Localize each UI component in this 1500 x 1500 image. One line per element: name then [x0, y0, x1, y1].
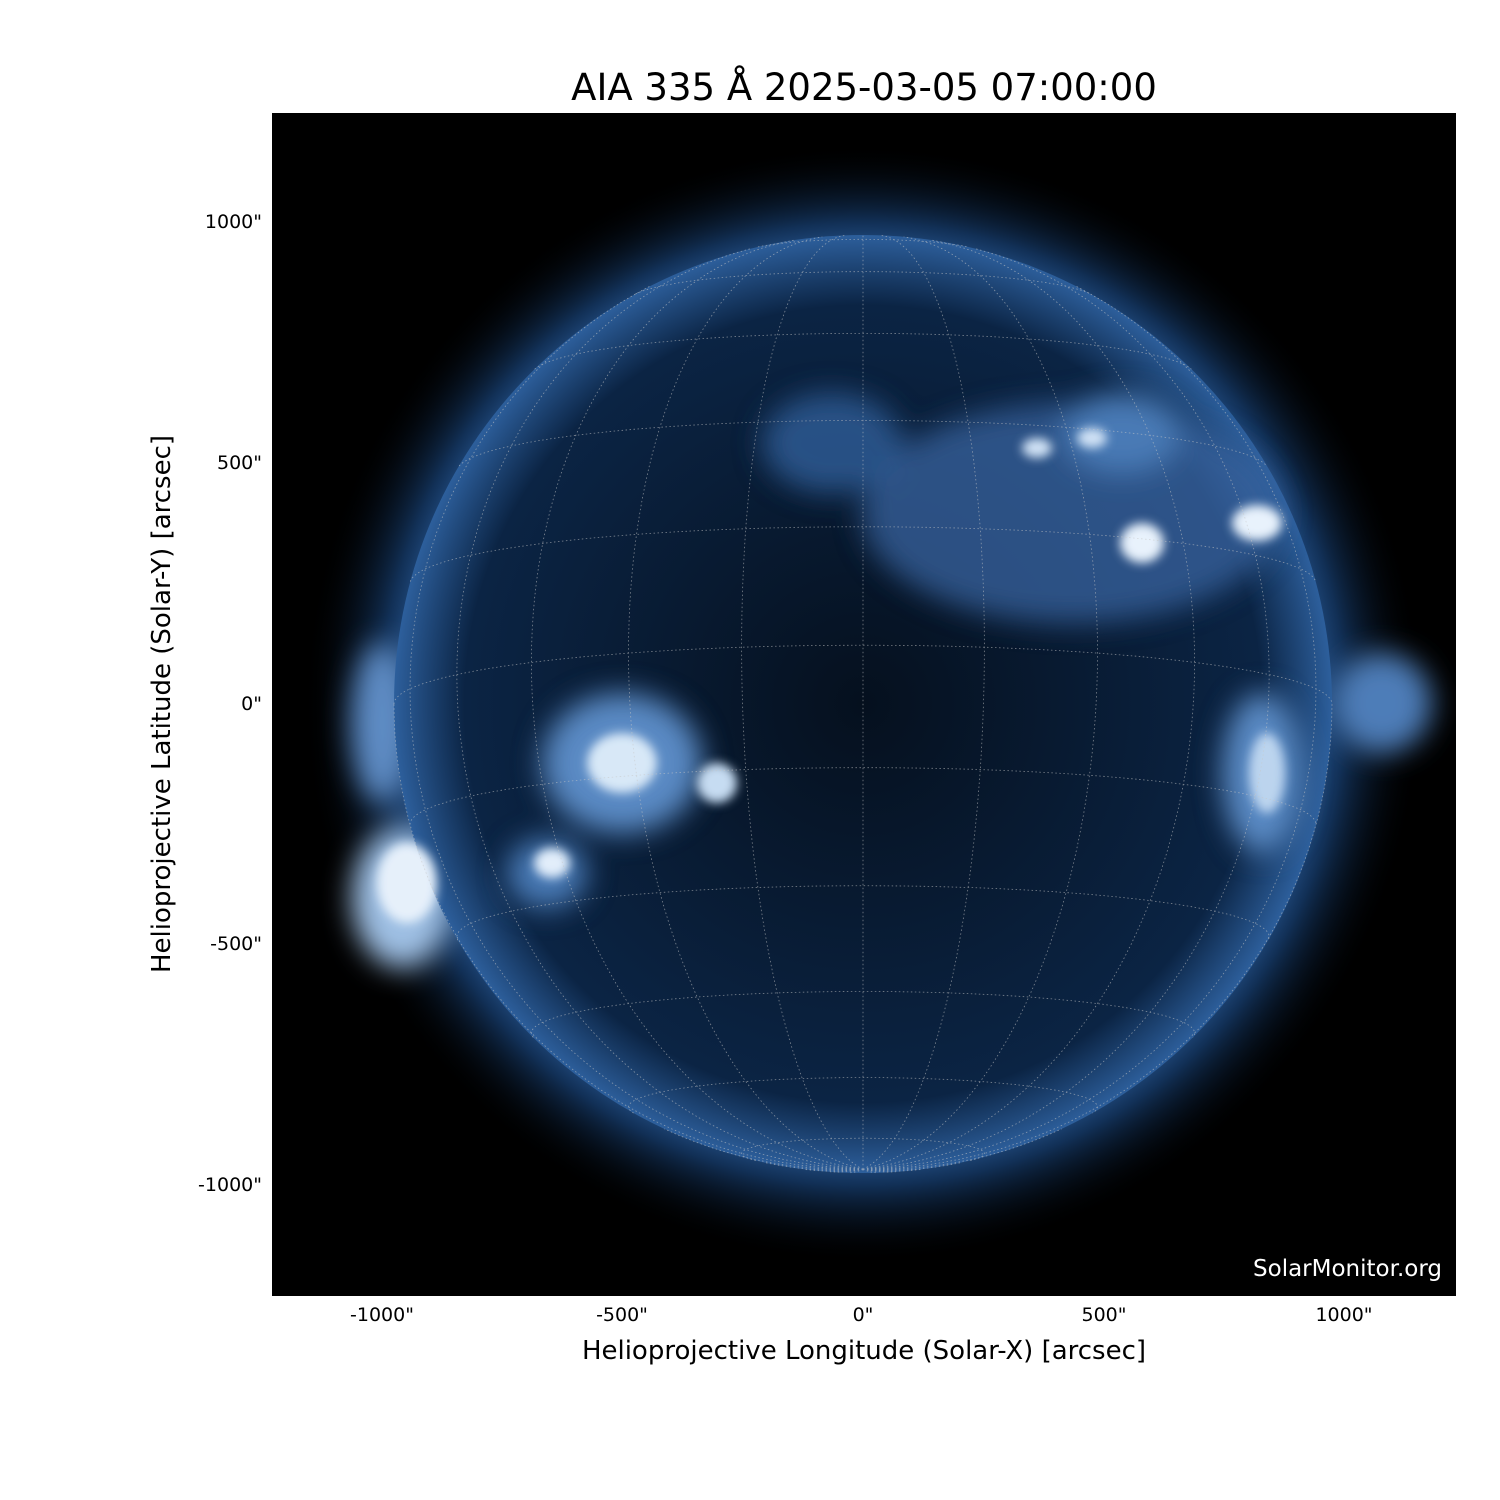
grid-line	[456, 885, 1270, 941]
grid-line	[628, 1077, 1098, 1114]
watermark: SolarMonitor.org	[1253, 1256, 1442, 1282]
x-tick: 0"	[852, 1304, 874, 1326]
heliographic-grid	[393, 234, 1333, 1174]
y-tick: 0"	[241, 693, 262, 715]
grid-line	[862, 234, 985, 1170]
grid-line	[764, 1162, 864, 1171]
plot-title: AIA 335 Å 2025-03-05 07:00:00	[571, 66, 1157, 109]
grid-line	[862, 1162, 962, 1171]
active-regions	[507, 393, 1302, 908]
grid-line	[862, 248, 1270, 1170]
y-tick: -1000"	[198, 1174, 262, 1196]
grid-line	[393, 644, 1333, 705]
grid-line	[805, 1168, 864, 1172]
grid-line	[741, 234, 864, 1170]
x-tick: 1000"	[1315, 1304, 1373, 1326]
grid-line	[862, 1168, 896, 1173]
grid-line	[409, 767, 1317, 825]
solar-image	[272, 113, 1456, 1296]
grid-line	[741, 1137, 985, 1161]
bright-cores	[377, 428, 1285, 923]
grid-line	[409, 526, 1317, 582]
grid-line	[830, 1168, 864, 1173]
x-tick: 500"	[1081, 1304, 1127, 1326]
y-tick: -500"	[210, 933, 262, 955]
x-tick: -500"	[596, 1304, 648, 1326]
grid-line	[530, 991, 1196, 1038]
x-tick: -1000"	[350, 1304, 414, 1326]
y-tick: 1000"	[204, 211, 262, 233]
grid-line	[534, 333, 1192, 370]
grid-line	[862, 1168, 921, 1172]
y-tick: 500"	[216, 452, 262, 474]
y-axis-label: Helioprojective Latitude (Solar-Y) [arcs…	[147, 434, 177, 974]
x-axis-label: Helioprojective Longitude (Solar-X) [arc…	[581, 1336, 1147, 1366]
grid-line	[456, 248, 864, 1170]
